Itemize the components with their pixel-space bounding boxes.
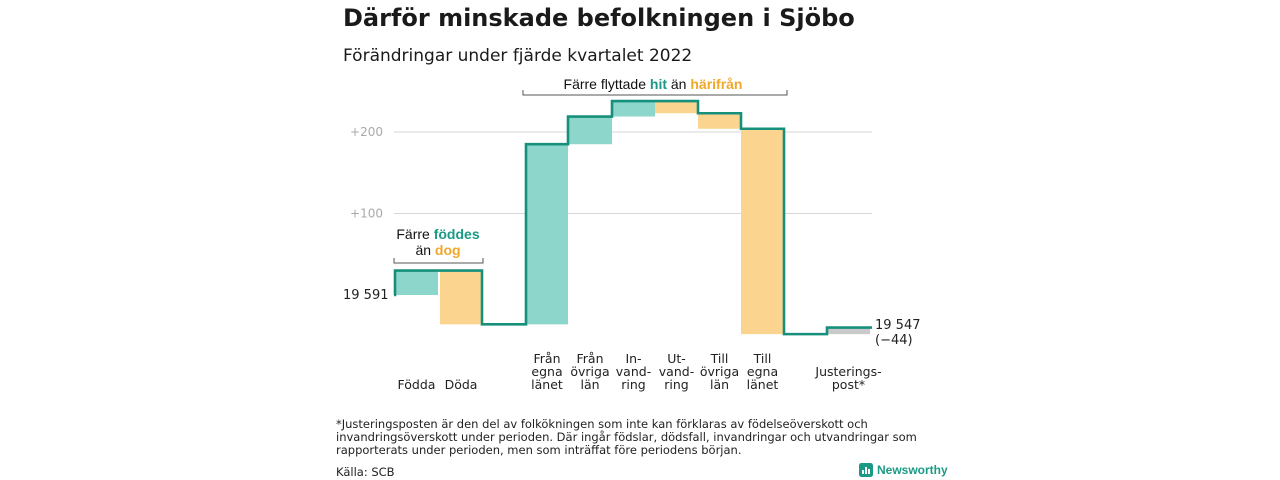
category-label: Döda (445, 377, 478, 392)
bar-till-övriga-län (698, 113, 741, 129)
end-value-label: 19 547 (875, 318, 921, 333)
source-label: Källa: SCB (336, 465, 395, 479)
category-label: Till övriga län (700, 351, 739, 392)
births-annotation-line1: Färre föddes (396, 226, 479, 242)
bar-från-övriga-län (568, 116, 612, 145)
category-label: Justerings-post* (814, 364, 881, 392)
y-tick-label: +100 (350, 207, 383, 221)
moves-annotation-text: Färre flyttade hit än härifrån (564, 76, 743, 92)
moves-annotation: Färre flyttade hit än härifrån (522, 76, 788, 96)
bar-invandring (612, 101, 655, 117)
category-label: Födda (398, 377, 436, 392)
category-label: Ut-vand-ring (659, 351, 694, 392)
chart-subtitle: Förändringar under fjärde kvartalet 2022 (343, 46, 693, 66)
bar-layer (395, 101, 870, 335)
category-label: Från egna länet (531, 351, 563, 392)
category-label: Från övriga län (570, 351, 609, 392)
y-tick-label: +200 (350, 125, 383, 139)
line-layer (393, 99, 872, 336)
bar-utvandring (655, 101, 698, 114)
brand-name: Newsworthy (877, 463, 948, 477)
category-label: Till egna länet (747, 351, 779, 392)
grid-layer: +100 +200 (350, 125, 872, 221)
start-value-label: 19 591 (343, 288, 389, 303)
bar-till-egna-länet (741, 128, 784, 335)
births-bracket (393, 258, 484, 264)
end-change-label: (−44) (875, 333, 913, 348)
bar-från-egna-länet (526, 144, 568, 325)
brand-logo: Newsworthy (859, 462, 948, 478)
bar-justeringspost- (827, 327, 870, 335)
running-total-line (393, 99, 872, 336)
moves-bracket (522, 90, 788, 96)
births-annotation-line2: än dog (415, 242, 460, 258)
chart-title: Därför minskade befolkningen i Sjöbo (343, 4, 855, 32)
footnote: *Justeringsposten är den del av folkökni… (336, 417, 917, 457)
category-label: In-vand-ring (616, 351, 651, 392)
bar-födda (395, 270, 438, 295)
bar-chart-icon (859, 463, 873, 477)
births-annotation: Färre föddes än dog (393, 226, 484, 264)
bar-döda (440, 270, 482, 325)
